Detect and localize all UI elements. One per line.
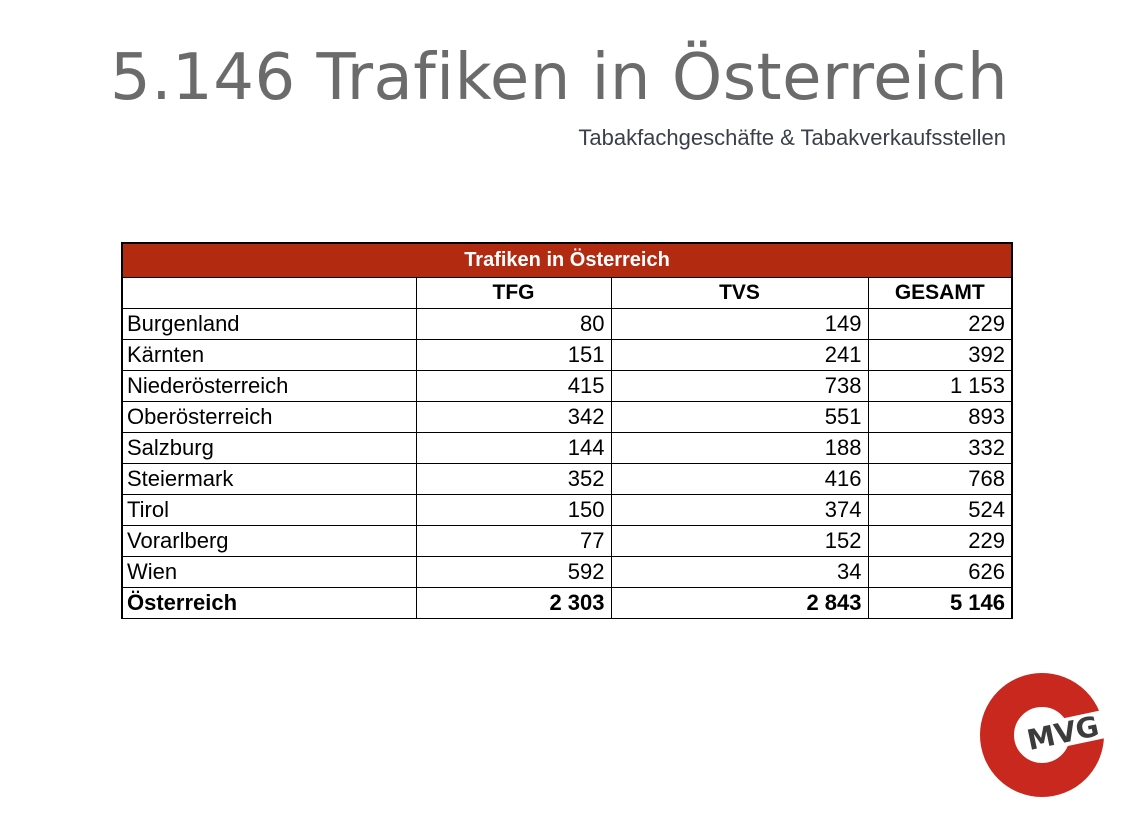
gesamt-cell: 768: [867, 463, 1013, 495]
total-row: Österreich 2 303 2 843 5 146: [121, 587, 1013, 619]
gesamt-cell: 524: [867, 494, 1013, 526]
tfg-cell: 592: [415, 556, 612, 588]
total-tvs-cell: 2 843: [610, 587, 869, 619]
gesamt-cell: 893: [867, 401, 1013, 433]
table-row: Oberösterreich 342 551 893: [121, 401, 1013, 433]
region-cell: Salzburg: [121, 432, 417, 464]
page-subtitle: Tabakfachgeschäfte & Tabakverkaufsstelle…: [578, 125, 1006, 150]
tvs-cell: 738: [610, 370, 869, 402]
region-cell: Vorarlberg: [121, 525, 417, 557]
gesamt-cell: 392: [867, 339, 1013, 371]
tfg-cell: 415: [415, 370, 612, 402]
region-cell: Oberösterreich: [121, 401, 417, 433]
table-row: Tirol 150 374 524: [121, 494, 1013, 526]
table-caption: Trafiken in Österreich: [120, 242, 1014, 278]
region-cell: Steiermark: [121, 463, 417, 495]
tfg-cell: 342: [415, 401, 612, 433]
tvs-cell: 34: [610, 556, 869, 588]
trafiken-table: Trafiken in Österreich TFG TVS GESAMT Bu…: [120, 242, 1014, 619]
column-header-region: [121, 277, 417, 309]
page-title: 5.146 Trafiken in Österreich: [109, 41, 1008, 115]
table-row: Salzburg 144 188 332: [121, 432, 1013, 464]
table-caption-row: Trafiken in Österreich: [120, 242, 1014, 278]
tfg-cell: 151: [415, 339, 612, 371]
tfg-cell: 150: [415, 494, 612, 526]
gesamt-cell: 229: [867, 308, 1013, 340]
gesamt-cell: 626: [867, 556, 1013, 588]
tvs-cell: 152: [610, 525, 869, 557]
trafiken-table-container: Trafiken in Österreich TFG TVS GESAMT Bu…: [120, 242, 1014, 619]
table-row: Vorarlberg 77 152 229: [121, 525, 1013, 557]
table-row: Wien 592 34 626: [121, 556, 1013, 588]
region-cell: Niederösterreich: [121, 370, 417, 402]
region-cell: Burgenland: [121, 308, 417, 340]
gesamt-cell: 332: [867, 432, 1013, 464]
tvs-cell: 188: [610, 432, 869, 464]
total-region-cell: Österreich: [121, 587, 417, 619]
table-row: Niederösterreich 415 738 1 153: [121, 370, 1013, 402]
tvs-cell: 374: [610, 494, 869, 526]
tfg-cell: 144: [415, 432, 612, 464]
total-tfg-cell: 2 303: [415, 587, 612, 619]
tvs-cell: 241: [610, 339, 869, 371]
tvs-cell: 551: [610, 401, 869, 433]
column-header-tfg: TFG: [415, 277, 612, 309]
mvg-logo: MVG: [980, 673, 1105, 797]
tfg-cell: 77: [415, 525, 612, 557]
table-header-row: TFG TVS GESAMT: [121, 277, 1013, 309]
table-row: Kärnten 151 241 392: [121, 339, 1013, 371]
tfg-cell: 352: [415, 463, 612, 495]
table-row: Steiermark 352 416 768: [121, 463, 1013, 495]
region-cell: Wien: [121, 556, 417, 588]
gesamt-cell: 229: [867, 525, 1013, 557]
tvs-cell: 149: [610, 308, 869, 340]
tvs-cell: 416: [610, 463, 869, 495]
column-header-tvs: TVS: [610, 277, 869, 309]
total-gesamt-cell: 5 146: [867, 587, 1013, 619]
region-cell: Kärnten: [121, 339, 417, 371]
logo-label-plate: [1019, 710, 1105, 755]
tfg-cell: 80: [415, 308, 612, 340]
column-header-gesamt: GESAMT: [867, 277, 1013, 309]
region-cell: Tirol: [121, 494, 417, 526]
table-row: Burgenland 80 149 229: [121, 308, 1013, 340]
gesamt-cell: 1 153: [867, 370, 1013, 402]
